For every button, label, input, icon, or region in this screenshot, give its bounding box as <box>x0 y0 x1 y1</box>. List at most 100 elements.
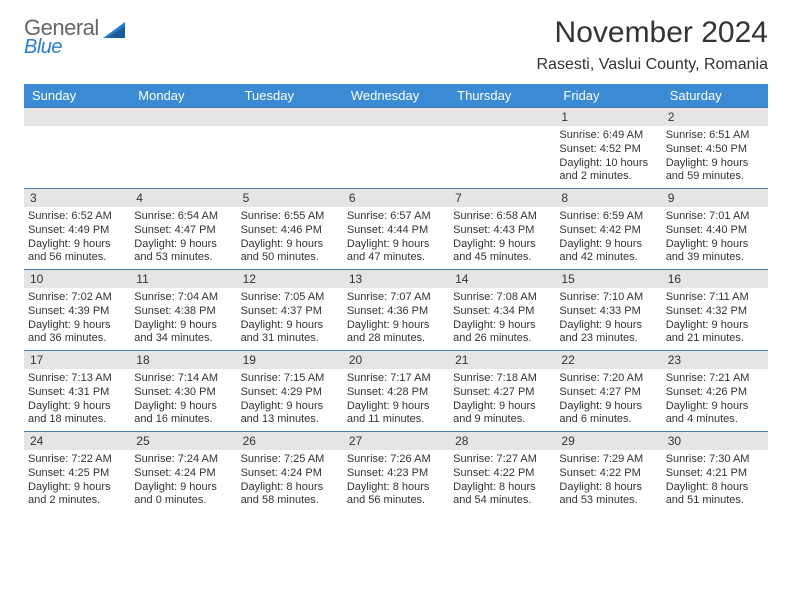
dow-cell: Saturday <box>662 84 768 107</box>
sunset-text: Sunset: 4:32 PM <box>666 305 764 319</box>
day-cell: 2Sunrise: 6:51 AMSunset: 4:50 PMDaylight… <box>662 108 768 188</box>
sunset-text: Sunset: 4:42 PM <box>559 224 657 238</box>
title-block: November 2024 Rasesti, Vaslui County, Ro… <box>536 16 768 74</box>
day-cell: 29Sunrise: 7:29 AMSunset: 4:22 PMDayligh… <box>555 432 661 512</box>
week-row: 17Sunrise: 7:13 AMSunset: 4:31 PMDayligh… <box>24 350 768 431</box>
sunrise-text: Sunrise: 7:07 AM <box>347 291 445 305</box>
sunset-text: Sunset: 4:27 PM <box>453 386 551 400</box>
dow-cell: Thursday <box>449 84 555 107</box>
daylight-text: Daylight: 9 hours and 13 minutes. <box>241 400 339 428</box>
sunset-text: Sunset: 4:27 PM <box>559 386 657 400</box>
sunrise-text: Sunrise: 6:55 AM <box>241 210 339 224</box>
day-cell: 25Sunrise: 7:24 AMSunset: 4:24 PMDayligh… <box>130 432 236 512</box>
day-number: 15 <box>555 270 661 288</box>
week-row: 1Sunrise: 6:49 AMSunset: 4:52 PMDaylight… <box>24 107 768 188</box>
day-body: Sunrise: 7:10 AMSunset: 4:33 PMDaylight:… <box>559 291 657 346</box>
day-cell: 19Sunrise: 7:15 AMSunset: 4:29 PMDayligh… <box>237 351 343 431</box>
day-body: Sunrise: 6:49 AMSunset: 4:52 PMDaylight:… <box>559 129 657 184</box>
day-number: 28 <box>449 432 555 450</box>
sunset-text: Sunset: 4:23 PM <box>347 467 445 481</box>
day-cell: 3Sunrise: 6:52 AMSunset: 4:49 PMDaylight… <box>24 189 130 269</box>
daylight-text: Daylight: 9 hours and 2 minutes. <box>28 481 126 509</box>
daylight-text: Daylight: 10 hours and 2 minutes. <box>559 157 657 185</box>
day-body: Sunrise: 7:22 AMSunset: 4:25 PMDaylight:… <box>28 453 126 508</box>
day-cell: 20Sunrise: 7:17 AMSunset: 4:28 PMDayligh… <box>343 351 449 431</box>
sunrise-text: Sunrise: 7:11 AM <box>666 291 764 305</box>
day-cell: 11Sunrise: 7:04 AMSunset: 4:38 PMDayligh… <box>130 270 236 350</box>
week-row: 3Sunrise: 6:52 AMSunset: 4:49 PMDaylight… <box>24 188 768 269</box>
day-cell: 30Sunrise: 7:30 AMSunset: 4:21 PMDayligh… <box>662 432 768 512</box>
weeks-container: 1Sunrise: 6:49 AMSunset: 4:52 PMDaylight… <box>24 107 768 512</box>
sunrise-text: Sunrise: 7:22 AM <box>28 453 126 467</box>
day-body: Sunrise: 7:18 AMSunset: 4:27 PMDaylight:… <box>453 372 551 427</box>
day-cell: 22Sunrise: 7:20 AMSunset: 4:27 PMDayligh… <box>555 351 661 431</box>
sunset-text: Sunset: 4:44 PM <box>347 224 445 238</box>
sunrise-text: Sunrise: 7:26 AM <box>347 453 445 467</box>
daylight-text: Daylight: 9 hours and 59 minutes. <box>666 157 764 185</box>
daylight-text: Daylight: 9 hours and 45 minutes. <box>453 238 551 266</box>
day-body: Sunrise: 6:55 AMSunset: 4:46 PMDaylight:… <box>241 210 339 265</box>
day-number: 3 <box>24 189 130 207</box>
daylight-text: Daylight: 9 hours and 53 minutes. <box>134 238 232 266</box>
sunrise-text: Sunrise: 6:54 AM <box>134 210 232 224</box>
daylight-text: Daylight: 8 hours and 58 minutes. <box>241 481 339 509</box>
day-cell: 13 Sunrise: 7:07 AMSunset: 4:36 PMDayligh… <box>343 270 449 350</box>
day-body: Sunrise: 7:01 AMSunset: 4:40 PMDaylight:… <box>666 210 764 265</box>
day-cell: 23Sunrise: 7:21 AMSunset: 4:26 PMDayligh… <box>662 351 768 431</box>
sunset-text: Sunset: 4:36 PM <box>347 305 445 319</box>
daylight-text: Daylight: 9 hours and 42 minutes. <box>559 238 657 266</box>
daylight-text: Daylight: 9 hours and 18 minutes. <box>28 400 126 428</box>
sunrise-text: Sunrise: 7:27 AM <box>453 453 551 467</box>
day-cell: 26Sunrise: 7:25 AMSunset: 4:24 PMDayligh… <box>237 432 343 512</box>
sunset-text: Sunset: 4:47 PM <box>134 224 232 238</box>
day-body: Sunrise: 7:27 AMSunset: 4:22 PMDaylight:… <box>453 453 551 508</box>
day-cell: 27Sunrise: 7:26 AMSunset: 4:23 PMDayligh… <box>343 432 449 512</box>
day-body: Sunrise: 7:29 AMSunset: 4:22 PMDaylight:… <box>559 453 657 508</box>
day-cell: 14Sunrise: 7:08 AMSunset: 4:34 PMDayligh… <box>449 270 555 350</box>
day-number: 21 <box>449 351 555 369</box>
day-number: 12 <box>237 270 343 288</box>
sunset-text: Sunset: 4:24 PM <box>134 467 232 481</box>
sunrise-text: Sunrise: 7:05 AM <box>241 291 339 305</box>
sunset-text: Sunset: 4:33 PM <box>559 305 657 319</box>
daylight-text: Daylight: 8 hours and 51 minutes. <box>666 481 764 509</box>
day-body: Sunrise: 7:26 AMSunset: 4:23 PMDaylight:… <box>347 453 445 508</box>
day-number: 7 <box>449 189 555 207</box>
day-number <box>237 108 343 126</box>
sunset-text: Sunset: 4:31 PM <box>28 386 126 400</box>
day-cell: 21 Sunrise: 7:18 AMSunset: 4:27 PMDayligh… <box>449 351 555 431</box>
day-cell <box>24 108 130 188</box>
sunrise-text: Sunrise: 7:30 AM <box>666 453 764 467</box>
day-number: 2 <box>662 108 768 126</box>
day-body: Sunrise: 7:07 AMSunset: 4:36 PMDaylight:… <box>347 291 445 346</box>
day-body: Sunrise: 7:04 AMSunset: 4:38 PMDaylight:… <box>134 291 232 346</box>
day-number: 5 <box>237 189 343 207</box>
day-cell: 17Sunrise: 7:13 AMSunset: 4:31 PMDayligh… <box>24 351 130 431</box>
day-cell: 16Sunrise: 7:11 AMSunset: 4:32 PMDayligh… <box>662 270 768 350</box>
daylight-text: Daylight: 9 hours and 4 minutes. <box>666 400 764 428</box>
day-cell: 5 Sunrise: 6:55 AMSunset: 4:46 PMDaylight… <box>237 189 343 269</box>
calendar: Sunday Monday Tuesday Wednesday Thursday… <box>24 84 768 512</box>
day-body: Sunrise: 7:13 AMSunset: 4:31 PMDaylight:… <box>28 372 126 427</box>
day-body: Sunrise: 7:21 AMSunset: 4:26 PMDaylight:… <box>666 372 764 427</box>
sunset-text: Sunset: 4:38 PM <box>134 305 232 319</box>
sunrise-text: Sunrise: 7:24 AM <box>134 453 232 467</box>
location-subtitle: Rasesti, Vaslui County, Romania <box>536 56 768 74</box>
day-number: 6 <box>343 189 449 207</box>
logo-text: General Blue <box>24 16 99 58</box>
day-body: Sunrise: 7:11 AMSunset: 4:32 PMDaylight:… <box>666 291 764 346</box>
daylight-text: Daylight: 9 hours and 16 minutes. <box>134 400 232 428</box>
day-number <box>343 108 449 126</box>
sunrise-text: Sunrise: 7:14 AM <box>134 372 232 386</box>
day-number: 13 <box>343 270 449 288</box>
day-body: Sunrise: 7:25 AMSunset: 4:24 PMDaylight:… <box>241 453 339 508</box>
day-cell: 15 Sunrise: 7:10 AMSunset: 4:33 PMDayligh… <box>555 270 661 350</box>
sunrise-text: Sunrise: 7:02 AM <box>28 291 126 305</box>
daylight-text: Daylight: 9 hours and 28 minutes. <box>347 319 445 347</box>
dow-cell: Tuesday <box>237 84 343 107</box>
daylight-text: Daylight: 8 hours and 54 minutes. <box>453 481 551 509</box>
day-body: Sunrise: 7:30 AMSunset: 4:21 PMDaylight:… <box>666 453 764 508</box>
day-number: 24 <box>24 432 130 450</box>
triangle-icon <box>103 20 131 45</box>
day-cell: 12Sunrise: 7:05 AMSunset: 4:37 PMDayligh… <box>237 270 343 350</box>
